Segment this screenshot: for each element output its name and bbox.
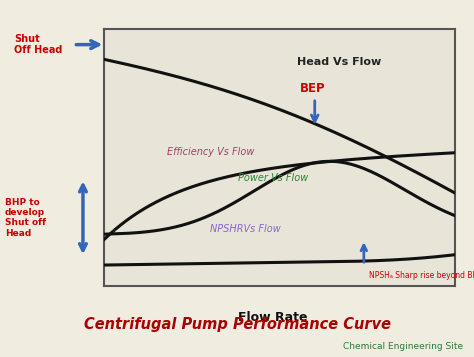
Text: NPSHₐ Sharp rise beyond BEP: NPSHₐ Sharp rise beyond BEP (369, 271, 474, 280)
Text: Efficiency Vs Flow: Efficiency Vs Flow (167, 147, 255, 157)
Text: Power Vs Flow: Power Vs Flow (237, 173, 308, 183)
Text: NPSHRVs Flow: NPSHRVs Flow (210, 224, 280, 234)
Text: Shut
Off Head: Shut Off Head (14, 34, 63, 55)
Text: BEP: BEP (300, 82, 326, 95)
Text: Centrifugal Pump Performance Curve: Centrifugal Pump Performance Curve (83, 317, 391, 332)
Text: Head Vs Flow: Head Vs Flow (297, 57, 382, 67)
Text: Flow Rate: Flow Rate (238, 311, 308, 324)
Text: BHP to
develop
Shut off
Head: BHP to develop Shut off Head (5, 198, 46, 238)
Text: Chemical Engineering Site: Chemical Engineering Site (343, 342, 463, 351)
